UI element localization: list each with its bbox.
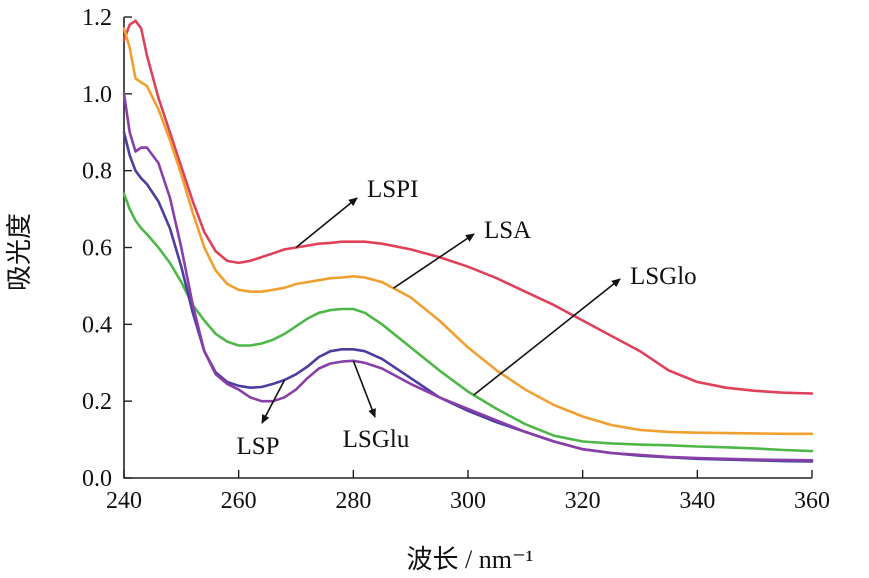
annotation-arrow-lsglu	[352, 360, 376, 418]
annotation-arrow-lspi	[295, 197, 358, 249]
series-label-lsp: LSP	[236, 433, 279, 460]
series-label-lsglu: LSGlu	[343, 426, 410, 453]
y-tick-label: 0.8	[82, 159, 112, 185]
x-tick-label: 320	[565, 488, 601, 514]
x-axis-title: 波长 / nm⁻¹	[407, 545, 534, 574]
annotation-arrow-lsglo	[473, 278, 621, 396]
y-tick-label: 0.4	[82, 312, 112, 338]
series-line-lsglo	[122, 192, 814, 453]
y-axis-title: 吸光度	[5, 213, 34, 291]
series-line-lsglu	[122, 92, 814, 462]
annotation-arrow-lsa	[393, 233, 475, 289]
y-tick-label: 1.0	[82, 82, 112, 108]
y-tick-label: 0.2	[82, 389, 112, 415]
x-tick-label: 300	[450, 488, 486, 514]
series-group	[122, 19, 814, 463]
series-label-lsa: LSA	[484, 217, 531, 244]
annotations-group: LSPI LSA LSGlo LSP LSGlu	[236, 176, 696, 460]
series-line-lsp	[122, 131, 814, 463]
series-label-lspi: LSPI	[367, 176, 418, 203]
series-line-lspi	[122, 19, 814, 395]
x-tick-label: 360	[794, 488, 830, 514]
axes: 240 260 280 300 320 340 360 0.0 0.2 0.4 0.6 0.8 1.0 1…	[82, 5, 830, 514]
annotation-arrow-lsp	[261, 379, 286, 424]
series-line-lsa	[122, 27, 814, 436]
x-tick-label: 280	[335, 488, 371, 514]
x-tick-label: 260	[221, 488, 257, 514]
x-tick-label: 240	[106, 488, 142, 514]
series-label-lsglo: LSGlo	[630, 263, 697, 290]
y-tick-label: 1.2	[82, 5, 112, 31]
y-tick-label: 0.6	[82, 236, 112, 262]
y-tick-label: 0.0	[82, 466, 112, 492]
x-tick-label: 340	[679, 488, 715, 514]
